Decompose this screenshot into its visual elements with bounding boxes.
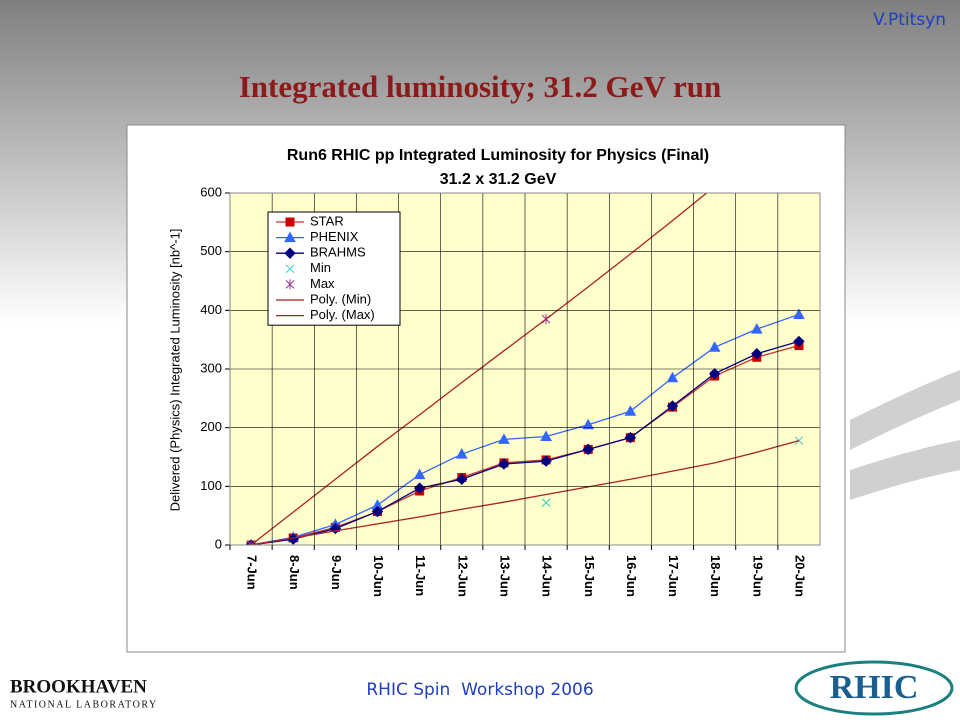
x-tick-label: 7-Jun [245,555,260,590]
marker [708,341,721,352]
marker [666,400,679,412]
legend-label: Poly. (Min) [310,291,371,306]
y-axis-label: Delivered (Physics) Integrated Luminosit… [167,229,182,512]
x-tick-label: 14-Jun [540,555,555,597]
marker [751,348,763,360]
legend-label: BRAHMS [310,245,366,260]
marker [624,431,637,444]
x-tick-label: 15-Jun [582,555,597,597]
x-tick-label: 8-Jun [287,555,302,590]
y-tick-label: 0 [215,536,222,551]
marker [540,430,552,441]
logo-left-subtitle: NATIONAL LABORATORY [10,699,158,710]
decoration [850,370,960,500]
marker [793,335,805,348]
chart-subtitle: 31.2 x 31.2 GeV [440,171,557,188]
legend-label: Min [310,260,331,275]
x-tick-label: 17-Jun [666,555,681,597]
y-tick-label: 500 [200,243,222,258]
marker [456,473,468,486]
y-tick-label: 100 [200,478,222,493]
chart-title: Run6 RHIC pp Integrated Luminosity for P… [287,147,709,164]
marker [582,418,595,430]
x-tick-label: 13-Jun [497,555,512,597]
x-tick-label: 16-Jun [624,555,639,597]
marker [284,247,296,259]
marker [285,279,295,290]
x-tick-label: 12-Jun [455,555,470,597]
marker [284,231,296,243]
marker [666,371,679,383]
author: V.Ptitsyn [873,10,946,30]
marker [582,443,594,456]
marker [541,498,551,508]
x-tick-label: 11-Jun [413,555,428,596]
marker [540,455,552,467]
marker [624,405,637,416]
marker [793,308,805,319]
logo-left-name: BROOKHAVEN [10,676,147,697]
y-tick-label: 300 [200,360,222,375]
x-tick-label: 20-Jun [792,555,807,597]
legend-label: Max [310,276,335,291]
marker [413,468,426,480]
x-tick-label: 10-Jun [371,555,386,597]
marker [498,433,510,444]
x-tick-label: 9-Jun [329,555,344,590]
x-tick-label: 18-Jun [708,555,723,597]
marker [371,505,384,518]
marker [708,367,721,380]
logo-right-text: RHIC [830,669,919,706]
marker [285,264,295,274]
logo-right-ring [794,660,954,716]
y-tick-label: 400 [200,302,222,317]
y-tick-label: 200 [200,419,222,434]
marker [750,323,763,334]
marker [794,436,804,445]
footer: RHIC Spin Workshop 2006 [366,680,593,700]
marker [285,217,295,227]
legend-label: PHENIX [310,229,359,244]
slide-title: Integrated luminosity; 31.2 GeV run [239,69,722,104]
y-tick-label: 600 [200,184,222,199]
legend-label: STAR [310,213,344,228]
marker [455,448,468,459]
marker [498,458,510,470]
x-tick-label: 19-Jun [750,555,765,597]
legend-label: Poly. (Max) [310,307,375,322]
